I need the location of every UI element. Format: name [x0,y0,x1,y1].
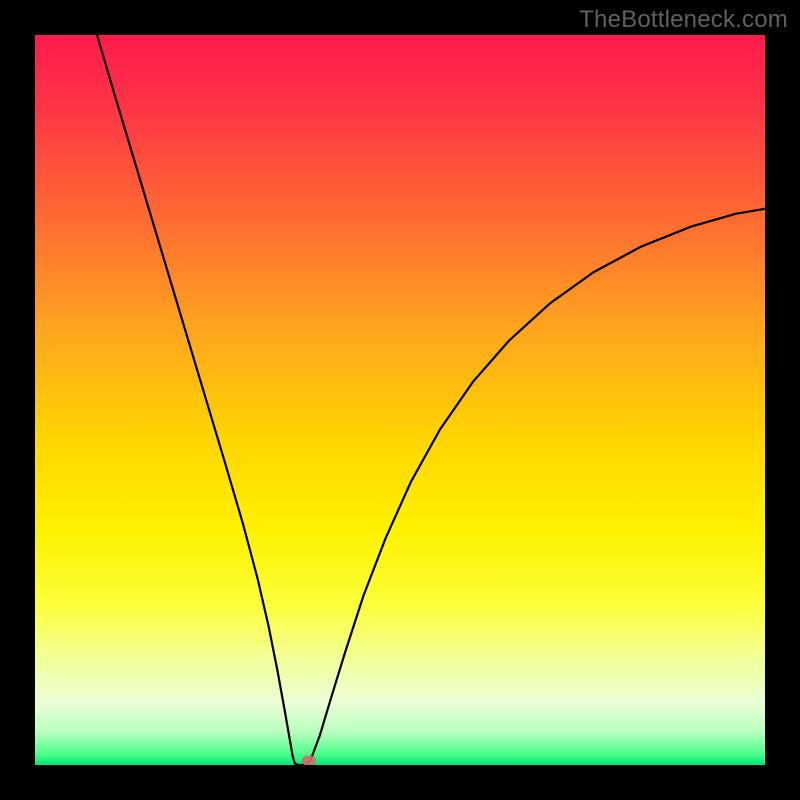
plot-background [35,35,765,765]
watermark-text: TheBottleneck.com [579,6,788,34]
chart-frame: TheBottleneck.com [0,0,800,800]
min-marker [302,756,316,765]
bottleneck-chart [35,35,765,765]
